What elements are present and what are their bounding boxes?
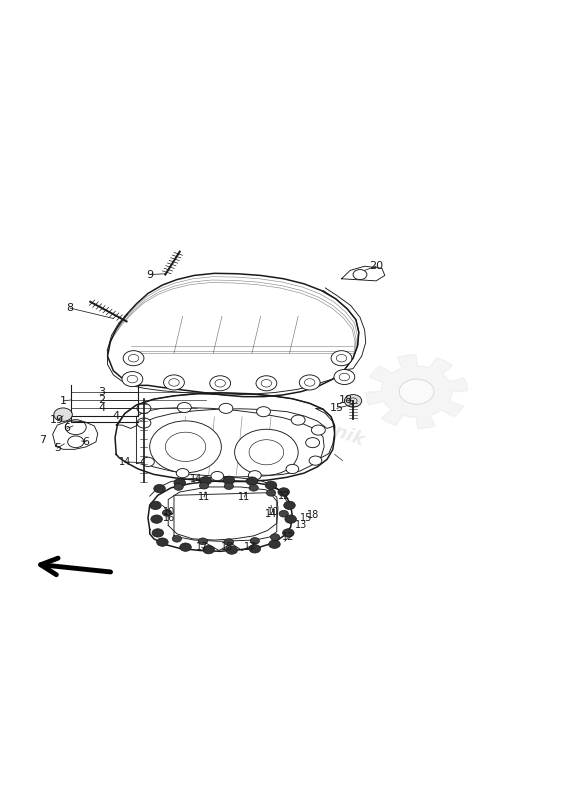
- Circle shape: [334, 370, 355, 385]
- Circle shape: [286, 464, 299, 474]
- Circle shape: [345, 394, 362, 407]
- Circle shape: [123, 350, 144, 366]
- Circle shape: [309, 456, 322, 466]
- Text: 2: 2: [98, 395, 105, 405]
- Circle shape: [400, 379, 434, 404]
- Text: 15: 15: [221, 542, 233, 552]
- Text: 18: 18: [306, 510, 318, 520]
- Text: 15: 15: [299, 513, 312, 523]
- Circle shape: [223, 476, 234, 485]
- Circle shape: [198, 538, 207, 545]
- Polygon shape: [148, 481, 292, 551]
- Circle shape: [278, 488, 290, 496]
- Circle shape: [256, 406, 270, 417]
- Circle shape: [312, 425, 325, 435]
- Circle shape: [137, 403, 151, 414]
- Text: 9: 9: [146, 270, 153, 279]
- Circle shape: [224, 482, 233, 490]
- Circle shape: [249, 485, 258, 491]
- Text: Parts: Parts: [233, 392, 301, 433]
- Circle shape: [152, 529, 164, 537]
- Circle shape: [265, 481, 277, 490]
- Text: 20: 20: [369, 262, 383, 271]
- Text: 6: 6: [64, 423, 71, 434]
- Circle shape: [246, 477, 258, 486]
- Text: 5: 5: [54, 443, 61, 453]
- Circle shape: [224, 538, 233, 546]
- Text: 12: 12: [277, 491, 290, 501]
- Circle shape: [291, 415, 305, 425]
- Circle shape: [157, 538, 168, 546]
- Polygon shape: [365, 354, 468, 429]
- Circle shape: [54, 408, 72, 422]
- Circle shape: [299, 375, 320, 390]
- Circle shape: [122, 371, 143, 386]
- Circle shape: [174, 478, 185, 487]
- Circle shape: [172, 535, 181, 542]
- Circle shape: [210, 376, 230, 391]
- Circle shape: [179, 543, 191, 551]
- Circle shape: [283, 529, 294, 537]
- Text: Mechanik: Mechanik: [270, 400, 367, 450]
- Text: 4: 4: [98, 403, 105, 414]
- Circle shape: [269, 540, 280, 549]
- Text: 4: 4: [113, 411, 120, 421]
- Text: 15: 15: [330, 403, 344, 414]
- Text: 1: 1: [60, 396, 67, 406]
- Circle shape: [154, 485, 166, 493]
- Circle shape: [211, 471, 223, 481]
- Text: 14: 14: [119, 457, 131, 467]
- Circle shape: [200, 477, 211, 485]
- Circle shape: [177, 402, 191, 413]
- Circle shape: [151, 515, 163, 523]
- Text: 17: 17: [244, 542, 256, 552]
- Text: 10: 10: [267, 507, 280, 517]
- Text: 19: 19: [50, 415, 64, 425]
- Text: 11: 11: [239, 492, 251, 502]
- Circle shape: [279, 510, 288, 517]
- Polygon shape: [53, 421, 98, 450]
- Circle shape: [284, 501, 295, 510]
- Circle shape: [306, 438, 320, 448]
- Circle shape: [285, 515, 296, 523]
- Text: 3: 3: [98, 386, 105, 397]
- Text: 12: 12: [282, 532, 295, 542]
- Circle shape: [203, 546, 214, 554]
- Circle shape: [249, 545, 261, 553]
- Circle shape: [150, 421, 221, 473]
- Circle shape: [270, 534, 280, 541]
- Text: 11: 11: [198, 492, 210, 502]
- Circle shape: [219, 403, 233, 414]
- Circle shape: [234, 430, 298, 475]
- Circle shape: [199, 482, 208, 489]
- Circle shape: [266, 490, 276, 496]
- Circle shape: [226, 546, 237, 554]
- Text: 10: 10: [163, 507, 175, 517]
- Circle shape: [248, 470, 261, 480]
- Polygon shape: [108, 274, 359, 397]
- Text: 8: 8: [67, 303, 74, 313]
- Text: 14: 14: [190, 474, 202, 485]
- Circle shape: [163, 510, 171, 516]
- Circle shape: [174, 484, 183, 490]
- Circle shape: [137, 418, 151, 428]
- Text: 16: 16: [163, 513, 175, 523]
- Circle shape: [250, 538, 259, 544]
- Text: 7: 7: [39, 434, 46, 445]
- Text: 17: 17: [196, 542, 208, 552]
- Circle shape: [164, 375, 184, 390]
- Text: 13: 13: [295, 521, 307, 530]
- Circle shape: [331, 350, 352, 366]
- Circle shape: [150, 501, 162, 510]
- Text: 6: 6: [83, 437, 90, 447]
- Polygon shape: [115, 393, 335, 482]
- Text: 14: 14: [265, 509, 277, 518]
- Circle shape: [256, 376, 277, 391]
- Text: 18: 18: [339, 395, 353, 405]
- Circle shape: [142, 458, 155, 466]
- Circle shape: [353, 270, 367, 280]
- Circle shape: [176, 469, 189, 478]
